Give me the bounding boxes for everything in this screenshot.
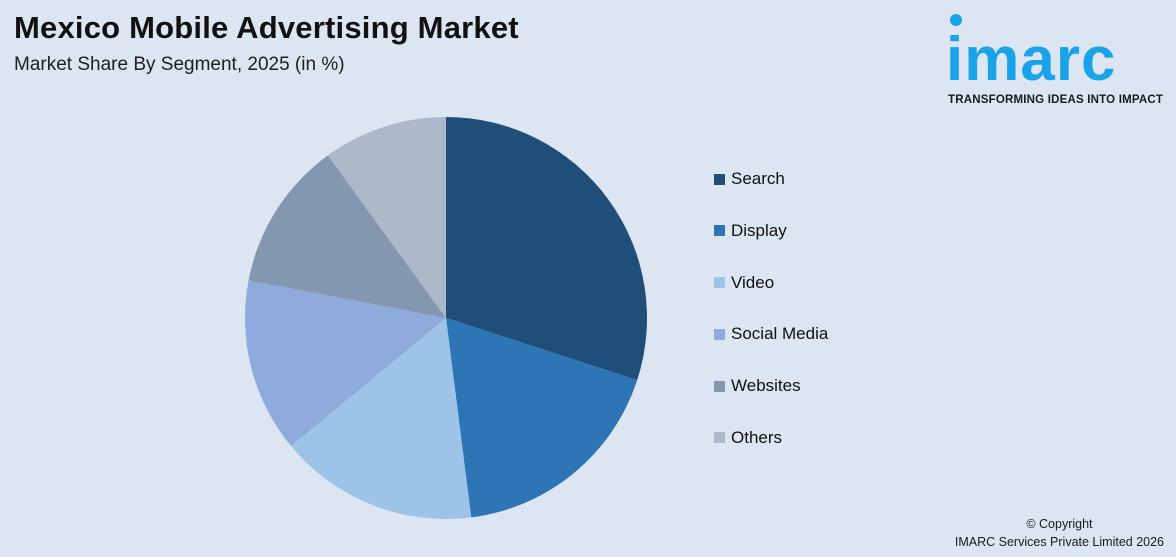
legend-item-others: Others bbox=[714, 425, 828, 451]
company-line: IMARC Services Private Limited 2026 bbox=[954, 535, 1164, 549]
legend-swatch bbox=[714, 432, 725, 444]
legend-swatch bbox=[714, 380, 725, 392]
chart-title: Mexico Mobile Advertising Market bbox=[14, 10, 519, 45]
legend-swatch bbox=[714, 225, 725, 237]
legend-item-video: Video bbox=[714, 270, 828, 296]
copyright-line: © Copyright bbox=[1026, 517, 1093, 531]
legend-swatch bbox=[714, 277, 725, 289]
legend-label: Search bbox=[731, 169, 785, 188]
legend-swatch bbox=[714, 173, 725, 185]
legend-label: Display bbox=[731, 220, 787, 240]
chart-legend: Search Display Video Social Media Websites Ot… bbox=[714, 166, 828, 477]
legend-swatch bbox=[714, 328, 725, 340]
pie-slice-video bbox=[291, 318, 472, 519]
legend-label: Social Media bbox=[731, 324, 829, 344]
legend-label: Websites bbox=[731, 376, 801, 396]
legend-label: Video bbox=[731, 272, 775, 292]
legend-label: Others bbox=[731, 427, 783, 447]
pie-slice-display bbox=[446, 318, 638, 518]
legend-item-social-media: Social Media bbox=[714, 321, 828, 347]
legend-item-websites: Websites bbox=[714, 373, 828, 399]
logo-tagline: TRANSFORMING IDEAS INTO IMPACT bbox=[948, 94, 1164, 106]
logo-dot-icon bbox=[950, 14, 962, 26]
pie-slice-others bbox=[327, 117, 446, 318]
imarc-logo: imarc TRANSFORMING IDEAS INTO IMPACT bbox=[944, 12, 1172, 112]
pie-slice-websites bbox=[248, 155, 446, 318]
pie-slice-search bbox=[446, 117, 647, 381]
copyright-footer: © Copyright IMARC Services Private Limit… bbox=[955, 515, 1164, 551]
legend-item-display: Display bbox=[714, 218, 828, 244]
pie-slice-social-media bbox=[244, 280, 446, 447]
chart-subtitle: Market Share By Segment, 2025 (in %) bbox=[14, 54, 345, 75]
logo-wordmark: imarc bbox=[946, 25, 1117, 94]
legend-item-search: Search bbox=[714, 166, 828, 192]
